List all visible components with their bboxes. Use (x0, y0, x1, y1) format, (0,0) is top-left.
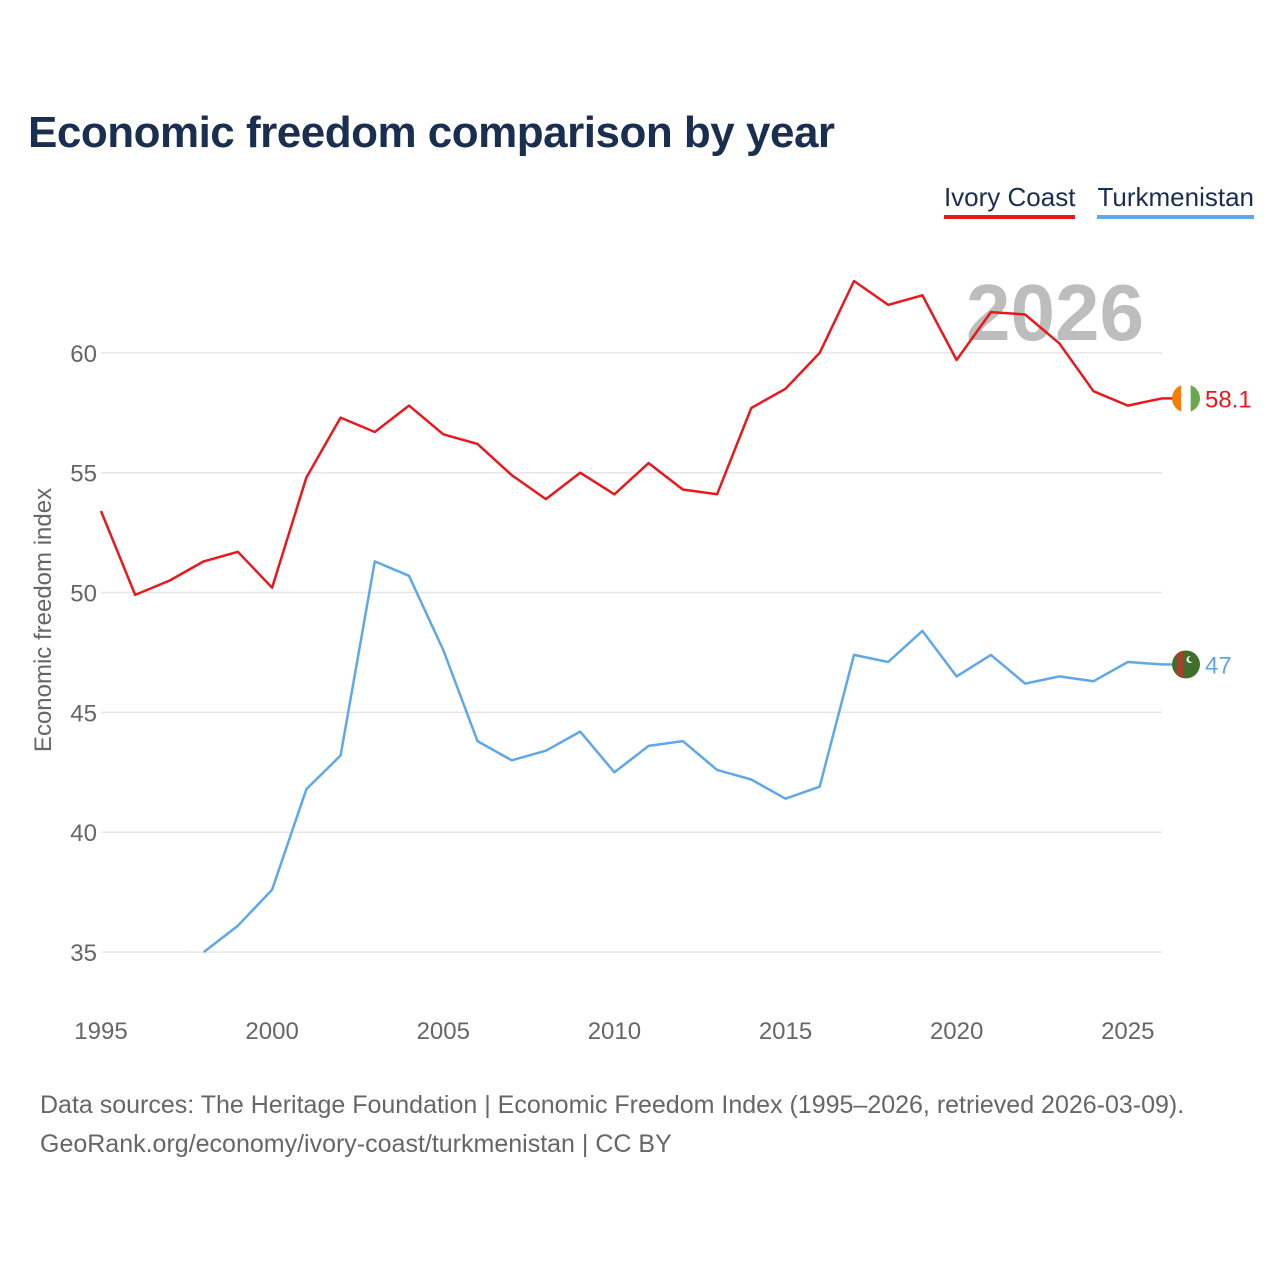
turkmenistan-flag-icon (1172, 650, 1200, 679)
chart-title: Economic freedom comparison by year (28, 108, 835, 157)
y-tick-label-50: 50 (70, 581, 97, 608)
y-tick-label-45: 45 (70, 700, 97, 727)
series-line-ivory-coast[interactable] (99, 279, 1163, 597)
end-value-label-ivory-coast: 58.1 (1205, 386, 1252, 413)
x-tick-label-2000: 2000 (245, 1018, 298, 1045)
series-line-turkmenistan[interactable] (202, 560, 1163, 954)
chart-legend: Ivory Coast Turkmenistan (943, 182, 1254, 219)
y-tick-label-35: 35 (70, 940, 97, 967)
x-tick-label-2020: 2020 (930, 1018, 983, 1045)
chart-footer: Data sources: The Heritage Foundation | … (40, 1086, 1184, 1164)
end-value-label-turkmenistan: 47 (1205, 652, 1232, 679)
y-axis-label: Economic freedom index (30, 488, 57, 752)
x-tick-label-2025: 2025 (1101, 1018, 1154, 1045)
x-tick-label-1995: 1995 (74, 1018, 127, 1045)
ivory-coast-flag-icon (1172, 384, 1200, 413)
attribution-link[interactable]: GeoRank.org/economy/ivory-coast/turkmeni… (40, 1130, 672, 1158)
legend-turkmenistan[interactable]: Turkmenistan (1097, 182, 1254, 219)
y-tick-label-40: 40 (70, 820, 97, 847)
line-chart: 35 40 45 50 55 60 1995 2000 2005 2010 2015 2020 202… (30, 268, 1252, 1045)
x-tick-label-2005: 2005 (417, 1018, 470, 1045)
y-tick-label-55: 55 (70, 461, 97, 488)
y-tick-label-60: 60 (70, 341, 97, 368)
x-tick-label-2010: 2010 (588, 1018, 641, 1045)
legend-ivory-coast[interactable]: Ivory Coast (943, 182, 1076, 219)
data-sources: Data sources: The Heritage Foundation | … (40, 1091, 1185, 1119)
x-tick-label-2015: 2015 (759, 1018, 812, 1045)
